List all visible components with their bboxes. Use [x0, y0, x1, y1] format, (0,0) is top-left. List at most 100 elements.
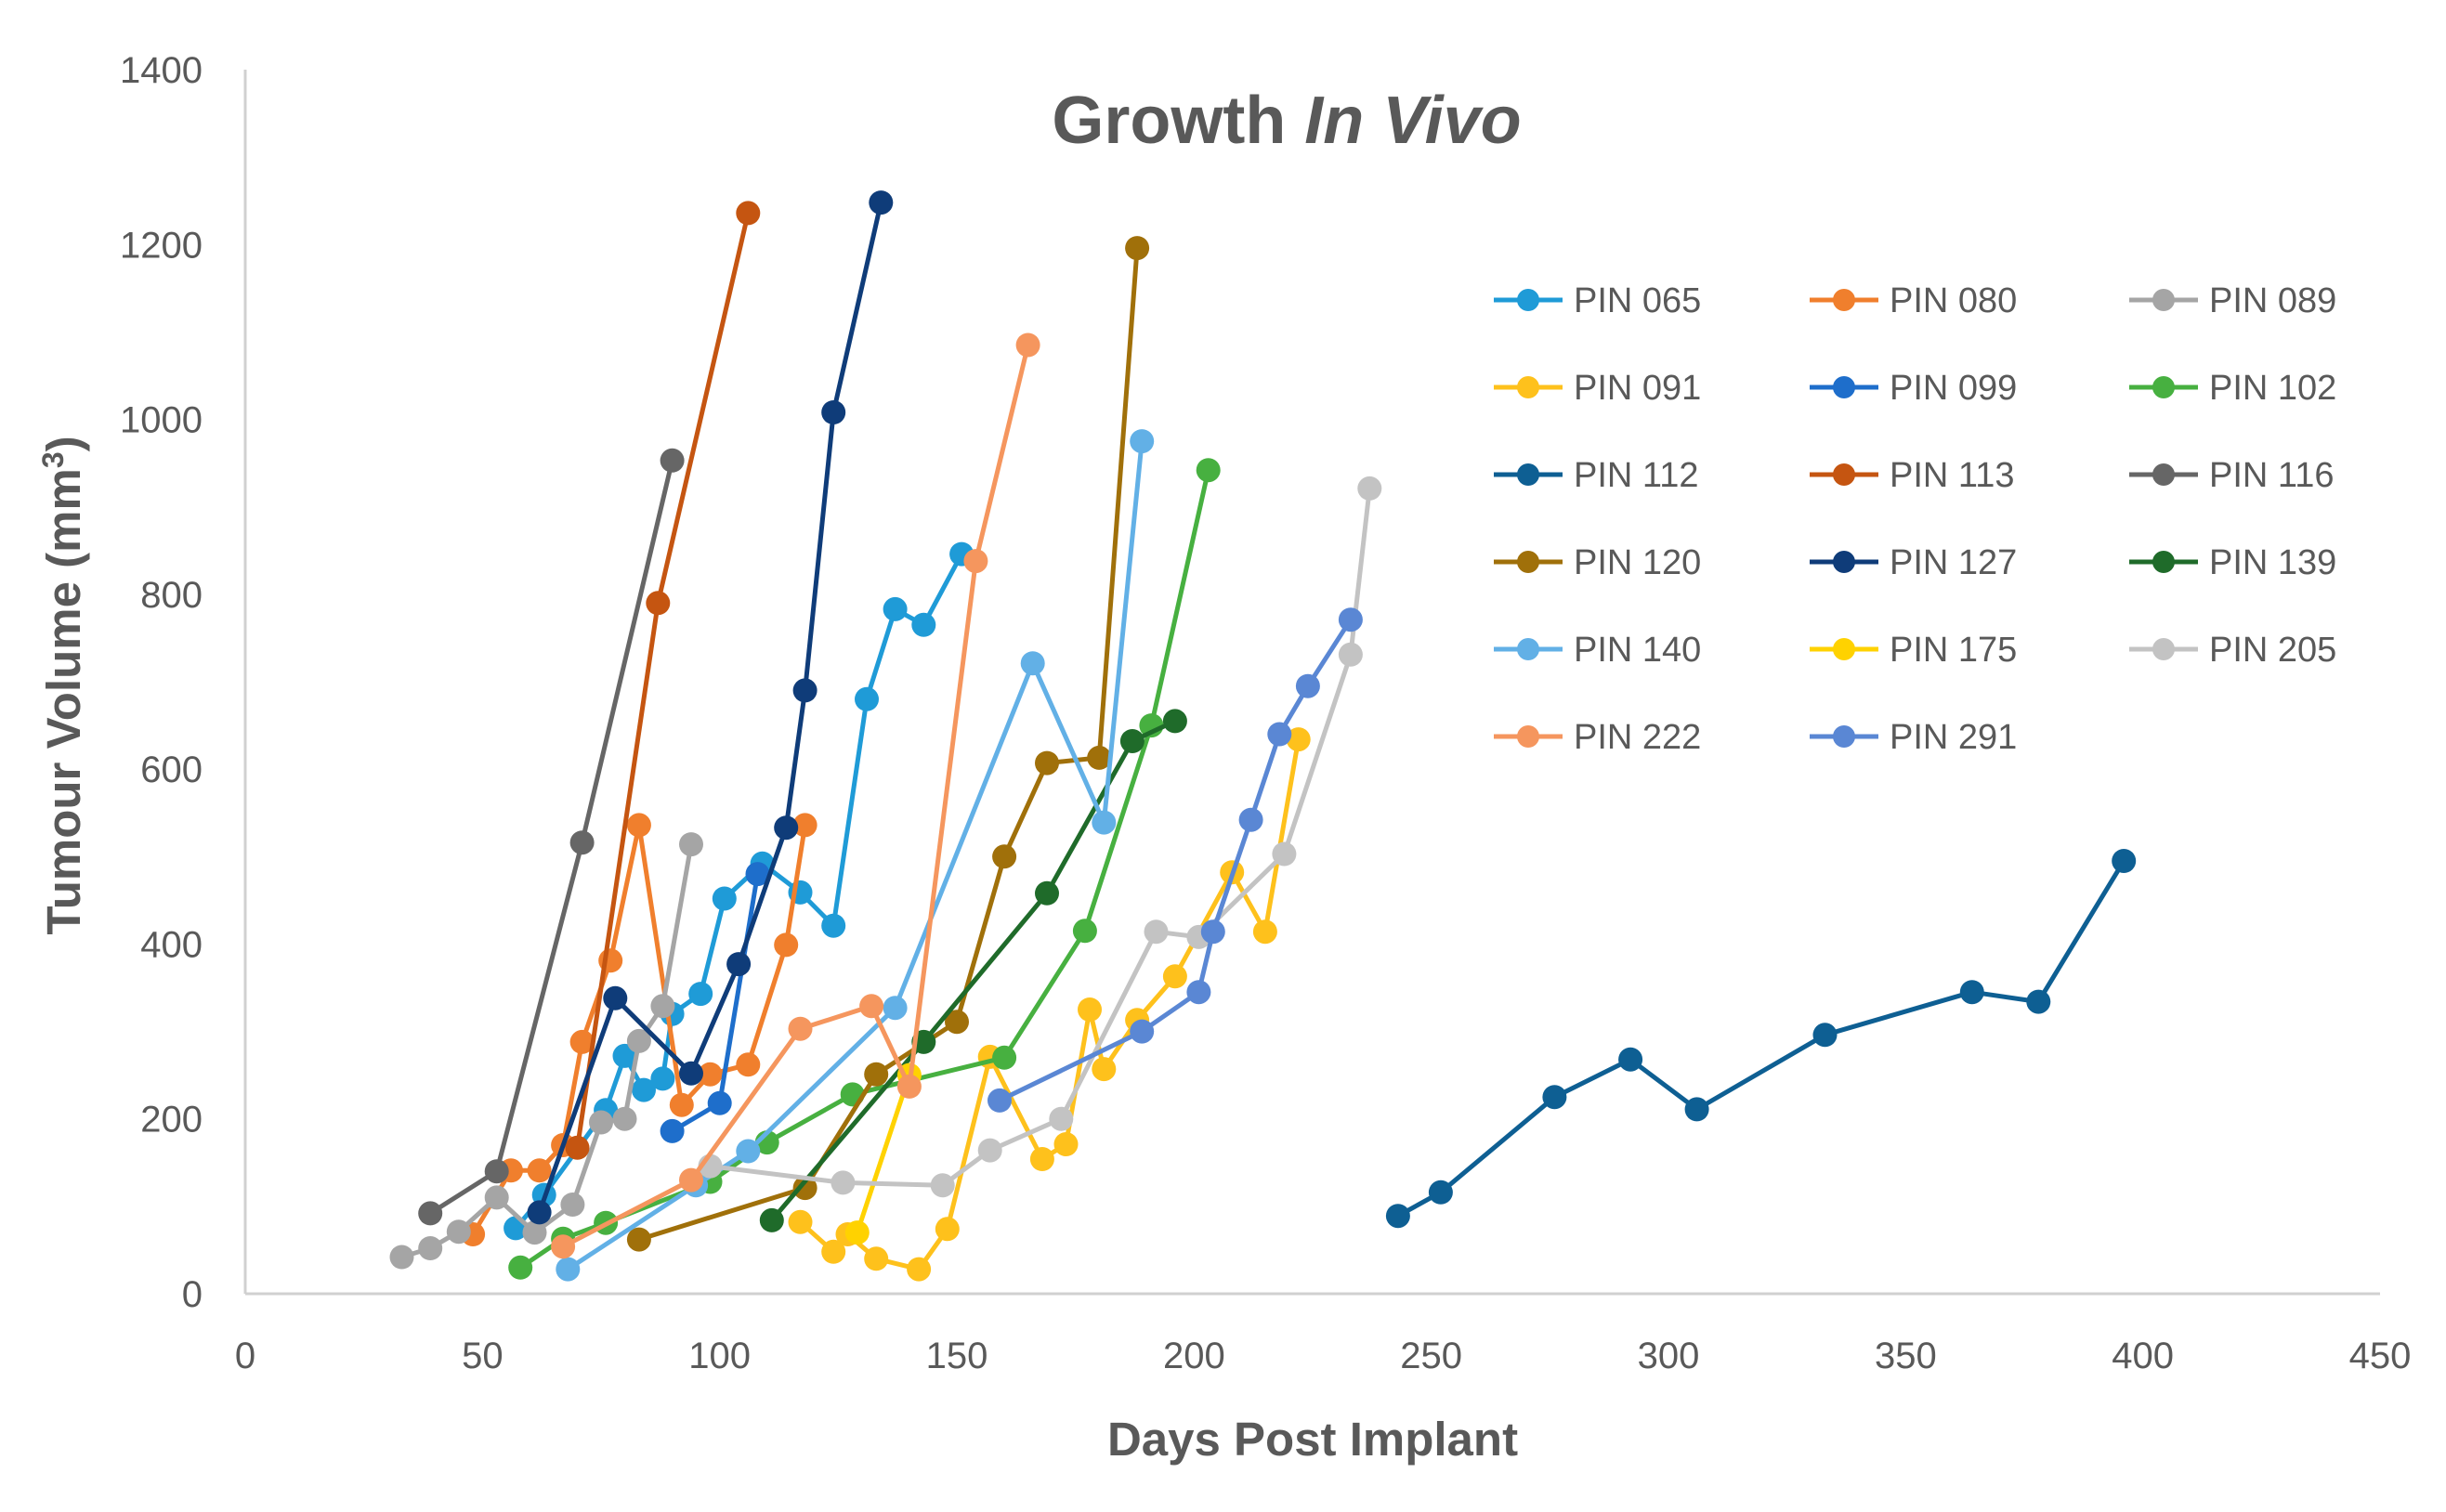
legend-label: PIN 222: [1574, 718, 1701, 757]
x-tick-label: 350: [1875, 1336, 1937, 1376]
data-point: [935, 1217, 960, 1242]
y-tick-label: 1200: [120, 225, 203, 266]
series-line: [517, 467, 1211, 1271]
x-tick-label: 50: [462, 1336, 504, 1376]
legend-label: PIN 099: [1890, 369, 2017, 408]
data-point: [788, 1016, 813, 1041]
data-point: [1020, 651, 1045, 676]
legend-item: PIN 102: [2129, 369, 2336, 408]
data-point: [1200, 919, 1225, 945]
x-tick-label: 300: [1638, 1336, 1700, 1376]
data-point: [745, 862, 770, 887]
data-point: [1428, 1180, 1453, 1205]
legend-item: PIN 113: [1810, 456, 2014, 495]
data-point: [612, 1043, 637, 1068]
data-point: [2026, 989, 2051, 1014]
data-point: [1684, 1097, 1709, 1122]
legend-swatch-marker: [1833, 551, 1855, 573]
series-pin-116: [418, 448, 685, 1226]
data-point: [844, 1220, 870, 1245]
chart-title-main: Growth: [1052, 84, 1304, 158]
data-point: [612, 1106, 637, 1131]
legend-label: PIN 091: [1574, 369, 1701, 408]
data-point: [883, 996, 908, 1021]
legend-label: PIN 089: [2209, 281, 2336, 320]
data-point: [569, 830, 595, 855]
data-point: [650, 994, 675, 1019]
y-tick-label: 600: [140, 749, 203, 790]
legend-swatch-marker: [1517, 463, 1539, 486]
data-point: [1053, 1132, 1079, 1156]
data-point: [792, 1176, 818, 1201]
data-point: [945, 1010, 969, 1035]
y-tick-label: 1400: [120, 50, 203, 91]
legend-item: PIN 089: [2129, 281, 2336, 320]
legend-swatch-marker: [1517, 551, 1539, 573]
y-tick-label: 1000: [120, 400, 203, 441]
legend-label: PIN 116: [2209, 456, 2334, 495]
legend-label: PIN 080: [1890, 281, 2017, 320]
data-point: [736, 1052, 761, 1077]
data-point: [527, 1158, 552, 1183]
data-point: [707, 1090, 732, 1115]
data-point: [821, 913, 846, 938]
series-line: [855, 1073, 912, 1235]
y-axis-title: Tumour Volume (mm3): [36, 436, 90, 934]
data-point: [864, 1246, 889, 1271]
series-pin-112: [1385, 849, 2137, 1229]
data-point: [603, 985, 628, 1010]
data-point: [1119, 729, 1145, 753]
data-point: [1267, 722, 1292, 747]
data-point: [1130, 1019, 1155, 1044]
data-point: [679, 1167, 703, 1193]
legend-swatch-marker: [1833, 638, 1855, 660]
data-point: [1078, 997, 1102, 1022]
y-tick-label: 800: [140, 575, 203, 616]
data-point: [679, 832, 703, 857]
legend-swatch-marker: [1517, 289, 1539, 311]
data-point: [792, 678, 818, 703]
legend-label: PIN 291: [1890, 718, 2017, 757]
legend-item: PIN 222: [1494, 718, 1701, 757]
data-point: [911, 612, 936, 637]
data-point: [1015, 332, 1040, 358]
series-pin-222: [551, 332, 1040, 1259]
x-tick-label: 400: [2112, 1336, 2174, 1376]
data-point: [792, 813, 818, 838]
legend-item: PIN 291: [1810, 718, 2017, 757]
data-point: [1029, 1147, 1054, 1171]
legend-item: PIN 116: [2129, 456, 2334, 495]
data-point: [736, 201, 761, 226]
data-point: [1072, 919, 1097, 944]
data-point: [859, 994, 884, 1019]
legend-item: PIN 099: [1810, 369, 2017, 408]
data-point: [1092, 1057, 1117, 1082]
data-point: [988, 1088, 1012, 1113]
series-line: [708, 486, 1372, 1188]
legend-item: PIN 205: [2129, 631, 2336, 670]
chart-title-italic: In Vivo: [1304, 84, 1521, 158]
data-point: [1196, 458, 1221, 483]
data-point: [759, 1207, 784, 1232]
data-point: [1125, 236, 1150, 261]
data-point: [527, 1200, 552, 1225]
y-tick-label: 0: [182, 1274, 203, 1315]
x-tick-label: 250: [1400, 1336, 1462, 1376]
legend-swatch-marker: [1517, 638, 1539, 660]
y-axis-title-close: ): [37, 436, 90, 451]
legend-label: PIN 175: [1890, 631, 2017, 670]
x-tick-label: 150: [926, 1336, 988, 1376]
data-point: [774, 815, 799, 841]
data-point: [1338, 607, 1363, 632]
data-point: [650, 1066, 675, 1091]
data-point: [418, 1236, 443, 1260]
legend: PIN 065 PIN 080 PIN 089 PIN 091 PIN 099 PIN 1…: [1494, 281, 2336, 757]
x-tick-label: 0: [235, 1336, 255, 1376]
legend-swatch-marker: [1833, 376, 1855, 398]
data-point: [1144, 919, 1169, 945]
data-point: [977, 1138, 1002, 1163]
data-point: [1238, 807, 1263, 832]
legend-item: PIN 139: [2129, 543, 2336, 582]
legend-label: PIN 127: [1890, 543, 2017, 582]
data-point: [1130, 429, 1155, 454]
